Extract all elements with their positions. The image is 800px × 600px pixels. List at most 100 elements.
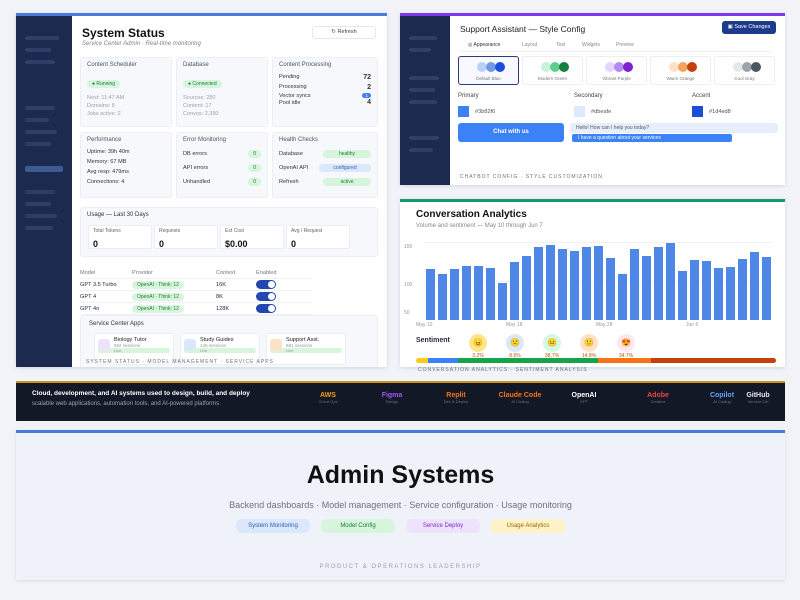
theme-modern-green[interactable]: Modern Green	[522, 56, 583, 85]
refresh-label: Refresh	[337, 29, 357, 35]
usage-stat-tokens: Total Tokens 0	[88, 225, 152, 249]
bot-message-preview: Hello! How can I help you today?	[570, 123, 778, 133]
refresh-button[interactable]: ↻ Refresh	[312, 26, 376, 39]
theme-vibrant-purple[interactable]: Vibrant Purple	[586, 56, 647, 85]
model-enabled-toggle[interactable]	[256, 304, 276, 313]
emoji-icon: 😍	[617, 334, 635, 352]
tools-banner: Cloud, development, and AI systems used …	[16, 381, 785, 421]
volume-chart	[424, 242, 772, 320]
status-badge: ● Connected	[183, 80, 222, 88]
app-card-study-guides[interactable]: Study Guides 128 sessions Live	[180, 333, 260, 365]
chart-bar	[449, 269, 459, 320]
database-title: Database	[183, 62, 209, 68]
hero-title: Admin Systems	[306, 461, 495, 489]
analytics-panel: Conversation Analytics Volume and sentim…	[400, 199, 785, 367]
health-card: Health Checks Database healthy OpenAI API…	[272, 132, 378, 198]
processing-card: Content Processing Pending 72 Processing 2…	[272, 57, 378, 127]
chart-bar	[425, 269, 435, 320]
chart-bar	[557, 249, 567, 320]
chart-bar	[617, 274, 627, 320]
chart-bar	[641, 255, 651, 320]
perf-uptime: Uptime: 39h 40m	[87, 149, 130, 155]
scheduler-next: Next: 11:47 AM	[87, 95, 125, 101]
emoji-icon: 🙁	[506, 334, 524, 352]
save-button[interactable]: ▣ Save Changes	[722, 21, 776, 34]
refresh-icon: ↻	[331, 29, 338, 35]
chart-bar	[629, 249, 639, 320]
model-enabled-toggle[interactable]	[256, 280, 276, 289]
accent-label: Accent	[692, 93, 711, 99]
chart-bar	[545, 244, 555, 320]
database-content: Content: 17	[183, 103, 212, 109]
save-label: Save Changes	[734, 24, 771, 30]
tab-widgets[interactable]: Widgets	[582, 42, 601, 48]
hero-subtitle: Backend dashboards · Model management · …	[229, 500, 572, 510]
tab-layout[interactable]: Layout	[522, 42, 538, 48]
chart-bar	[437, 273, 447, 320]
chart-bar	[761, 256, 771, 320]
tab-preview[interactable]: Preview	[616, 42, 634, 48]
model-enabled-toggle[interactable]	[256, 292, 276, 301]
sentiment-label: Sentiment	[416, 337, 450, 344]
theme-warm-orange[interactable]: Warm Orange	[650, 56, 711, 85]
error-card: Error Monitoring DB errors 0 API errors 0 …	[176, 132, 268, 198]
y-tick: 150	[404, 244, 413, 250]
config-sidebar	[400, 16, 450, 185]
tool-copilot: Copilot AI Coding	[709, 392, 735, 404]
hero-caption: PRODUCT & OPERATIONS LEADERSHIP	[319, 564, 482, 570]
tool-replit: Replit Dev & Deploy	[443, 392, 469, 404]
processing-row: Pending 72	[279, 73, 371, 81]
chart-bar	[689, 259, 699, 320]
error-title: Error Monitoring	[183, 137, 227, 143]
theme-default-blue[interactable]: Default Blue	[458, 56, 519, 85]
health-row: OpenAI API configured	[279, 161, 371, 175]
y-tick: 100	[404, 282, 413, 288]
performance-title: Performance	[87, 137, 122, 143]
database-card: Database ● Connected Sources: 280 Conten…	[176, 57, 268, 127]
chart-bar	[713, 268, 723, 320]
app-card-support[interactable]: Support Asst. 881 sessions Live	[266, 333, 346, 365]
chart-bar	[521, 255, 531, 320]
performance-card: Performance Uptime: 39h 40m Memory: 67 M…	[80, 132, 172, 198]
chart-bar	[749, 252, 759, 320]
scheduler-jobs: Jobs active: 2	[87, 111, 121, 117]
error-row: API errors 0	[183, 161, 261, 175]
chart-bar	[497, 283, 507, 320]
hero-section: Admin Systems Backend dashboards · Model…	[16, 430, 785, 580]
user-message-preview: I have a question about your services	[572, 134, 732, 142]
theme-cool-gray[interactable]: Cool Gray	[714, 56, 775, 85]
table-row: GPT 4o OpenAI · Think: 12 128K	[80, 303, 312, 315]
chart-bar	[461, 266, 471, 320]
app-card-biology[interactable]: Biology Tutor 562 sessions Live	[94, 333, 174, 365]
sentiment-very-negative: 😠 3.2%	[469, 334, 487, 359]
health-row: Refresh active	[279, 175, 371, 189]
accent-color-picker[interactable]: #1d4ed8	[692, 103, 731, 121]
sentiment-neutral: 😐 38.7%	[543, 334, 561, 359]
chart-bar	[581, 246, 591, 320]
chart-bar	[701, 260, 711, 320]
chart-bar	[593, 246, 603, 320]
system-status-panel: System Status Service Center Admin · Rea…	[16, 13, 387, 367]
secondary-color-picker[interactable]: #dbeafe	[574, 103, 611, 121]
tool-openai: OpenAI GPT	[571, 392, 597, 404]
admin-sidebar	[16, 16, 72, 367]
database-sources: Sources: 280	[183, 95, 216, 101]
tab-appearance[interactable]: ◎ Appearance	[468, 42, 501, 48]
database-convos: Convos: 2,390	[183, 111, 219, 117]
chart-bar	[653, 246, 663, 320]
tab-text[interactable]: Text	[556, 42, 566, 48]
page-title: System Status	[82, 26, 165, 40]
style-config-caption: CHATBOT CONFIG · STYLE CUSTOMIZATION	[460, 174, 603, 180]
tag-service-deploy: Service Deploy	[406, 519, 480, 533]
tag-system-monitoring: System Monitoring	[236, 519, 310, 533]
emoji-icon: 😠	[469, 334, 487, 352]
models-table: Model Provider Context Enabled GPT 3.5 Turb…	[80, 267, 312, 315]
tool-aws: AWS Cloud Ops	[318, 392, 338, 404]
secondary-label: Secondary	[574, 93, 603, 99]
scheduler-domains: Domains: 8	[87, 103, 115, 109]
table-row: GPT 3.5 Turbo OpenAI · Think: 12 16K	[80, 279, 312, 291]
primary-color-picker[interactable]: #3b82f6	[458, 103, 495, 121]
tool-github: GitHub Version Ctrl	[746, 392, 770, 404]
sentiment-negative: 🙁 8.6%	[506, 334, 524, 359]
chat-preview-button[interactable]: Chat with us	[458, 123, 564, 142]
